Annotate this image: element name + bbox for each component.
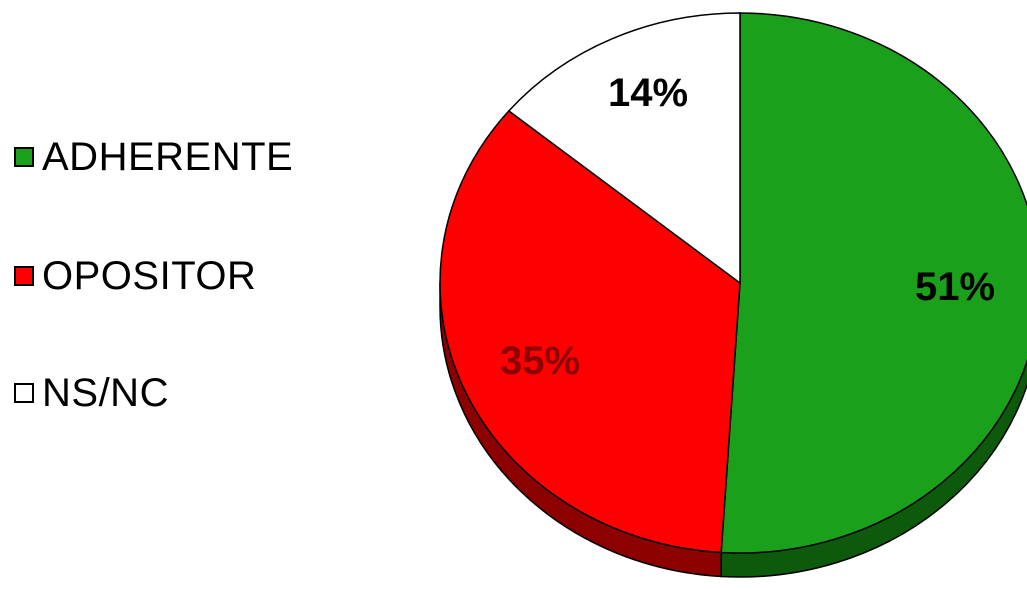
legend-swatch-nsnc [14, 383, 34, 403]
pie-slices [439, 12, 1027, 554]
pie-slice-opositor [439, 109, 741, 554]
pie-value-labels: 51% 35% 14% [500, 71, 995, 383]
value-label-opositor: 35% [500, 339, 580, 383]
legend-swatch-adherente [14, 147, 34, 167]
legend-item-nsnc: NS/NC [14, 370, 169, 416]
legend-item-adherente: ADHERENTE [14, 134, 293, 180]
pie-slice-adherente [720, 12, 1027, 554]
pie-slice-ns-nc [507, 12, 741, 285]
legend-label-nsnc: NS/NC [42, 370, 169, 415]
legend-swatch-opositor [14, 266, 34, 286]
legend-label-opositor: OPOSITOR [42, 253, 257, 298]
legend-item-opositor: OPOSITOR [14, 253, 256, 299]
value-label-ns-nc: 14% [608, 71, 688, 115]
legend-label-adherente: ADHERENTE [42, 134, 294, 179]
value-label-adherente: 51% [915, 265, 995, 309]
